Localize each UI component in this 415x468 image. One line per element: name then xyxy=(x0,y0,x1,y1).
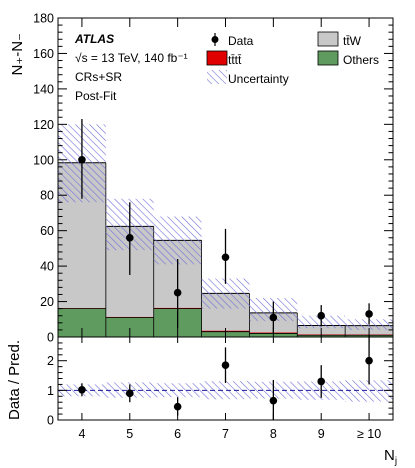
legend-item-ttw: tt̄W xyxy=(317,31,362,48)
x-tick-label-5: 9 xyxy=(318,427,325,441)
ratio-uncertainty-band-6 xyxy=(345,380,393,402)
data-point-2 xyxy=(173,288,182,297)
ratio-point-5 xyxy=(317,377,326,386)
legend-swatch-tttt xyxy=(206,50,228,66)
ratio-y-tick-label-2: 2 xyxy=(47,354,54,368)
legend-swatch-others xyxy=(317,50,339,66)
ratio-point-1 xyxy=(125,389,134,398)
data-point-6 xyxy=(365,310,373,318)
x-tick-label-1: 5 xyxy=(126,427,133,441)
bar-others-1 xyxy=(105,317,154,337)
data-point-4 xyxy=(269,313,278,322)
legend-label-data: Data xyxy=(228,34,254,48)
x-axis-label: Nj xyxy=(384,447,397,467)
data-point-5 xyxy=(317,311,326,320)
legend-data-marker xyxy=(211,36,219,43)
data-point-3 xyxy=(221,253,230,262)
experiment-label: ATLAS xyxy=(74,32,114,46)
data-point-1 xyxy=(125,233,134,242)
y-tick-label-0: 0 xyxy=(47,331,54,345)
ratio-uncertainty-band-3 xyxy=(201,381,250,400)
ratio-y-tick-label-0: 0 xyxy=(47,414,54,428)
legend-item-tttt: tt̄tt̄ xyxy=(206,50,242,67)
legend-label-uncertainty: Uncertainty xyxy=(228,72,289,86)
fit-label: Post-Fit xyxy=(75,89,117,103)
y-tick-label-5: 100 xyxy=(33,153,54,167)
y-axis-label: N₊-N₋ xyxy=(9,33,26,76)
uncertainty-band-2 xyxy=(153,216,202,265)
x-tick-label-4: 8 xyxy=(270,427,277,441)
region-label: CRs+SR xyxy=(75,70,122,84)
x-tick-label-6: ≥ 10 xyxy=(357,427,381,441)
ratio-point-6 xyxy=(365,356,373,365)
ratio-y-tick-label-1: 1 xyxy=(47,384,54,398)
legend-label-ttw: tt̄W xyxy=(343,34,362,48)
legend-item-others: Others xyxy=(317,50,379,67)
ratio-point-4 xyxy=(269,396,278,405)
data-point-0 xyxy=(78,155,86,164)
x-tick-label-2: 6 xyxy=(174,427,181,441)
y-tick-label-3: 60 xyxy=(40,224,54,238)
y-tick-label-9: 180 xyxy=(33,12,54,26)
y-tick-label-1: 20 xyxy=(40,295,54,309)
legend-item-uncertainty: Uncertainty xyxy=(207,70,289,86)
main-plot: 0 20 40 60 80 100 120 140 160 180 xyxy=(33,12,394,345)
y-tick-label-4: 80 xyxy=(40,189,54,203)
y-tick-label-2: 40 xyxy=(40,260,54,274)
legend: Data tt̄W tt̄tt̄ Others Uncertainty xyxy=(206,31,379,86)
y-tick-label-6: 120 xyxy=(33,118,54,132)
ratio-uncertainty-band-2 xyxy=(153,383,202,398)
legend-swatch-ttw xyxy=(317,31,339,47)
energy-label: √s = 13 TeV, 140 fb⁻¹ xyxy=(75,51,188,65)
ratio-plot: 0 1 2 4 5 6 7 8 9 ≥ 10 xyxy=(47,335,394,441)
ratio-point-2 xyxy=(173,402,182,411)
legend-label-others: Others xyxy=(343,53,379,67)
legend-label-tttt: tt̄tt̄ xyxy=(228,53,242,67)
ratio-y-axis-label: Data / Pred. xyxy=(6,340,23,420)
legend-swatch-uncertainty xyxy=(207,70,227,84)
x-tick-label-3: 7 xyxy=(222,427,229,441)
y-tick-label-7: 140 xyxy=(33,82,54,96)
ratio-point-3 xyxy=(221,361,230,369)
x-tick-label-0: 4 xyxy=(78,427,85,441)
ratio-point-0 xyxy=(78,385,86,394)
y-tick-label-8: 160 xyxy=(33,47,54,61)
legend-item-data: Data xyxy=(211,33,254,48)
